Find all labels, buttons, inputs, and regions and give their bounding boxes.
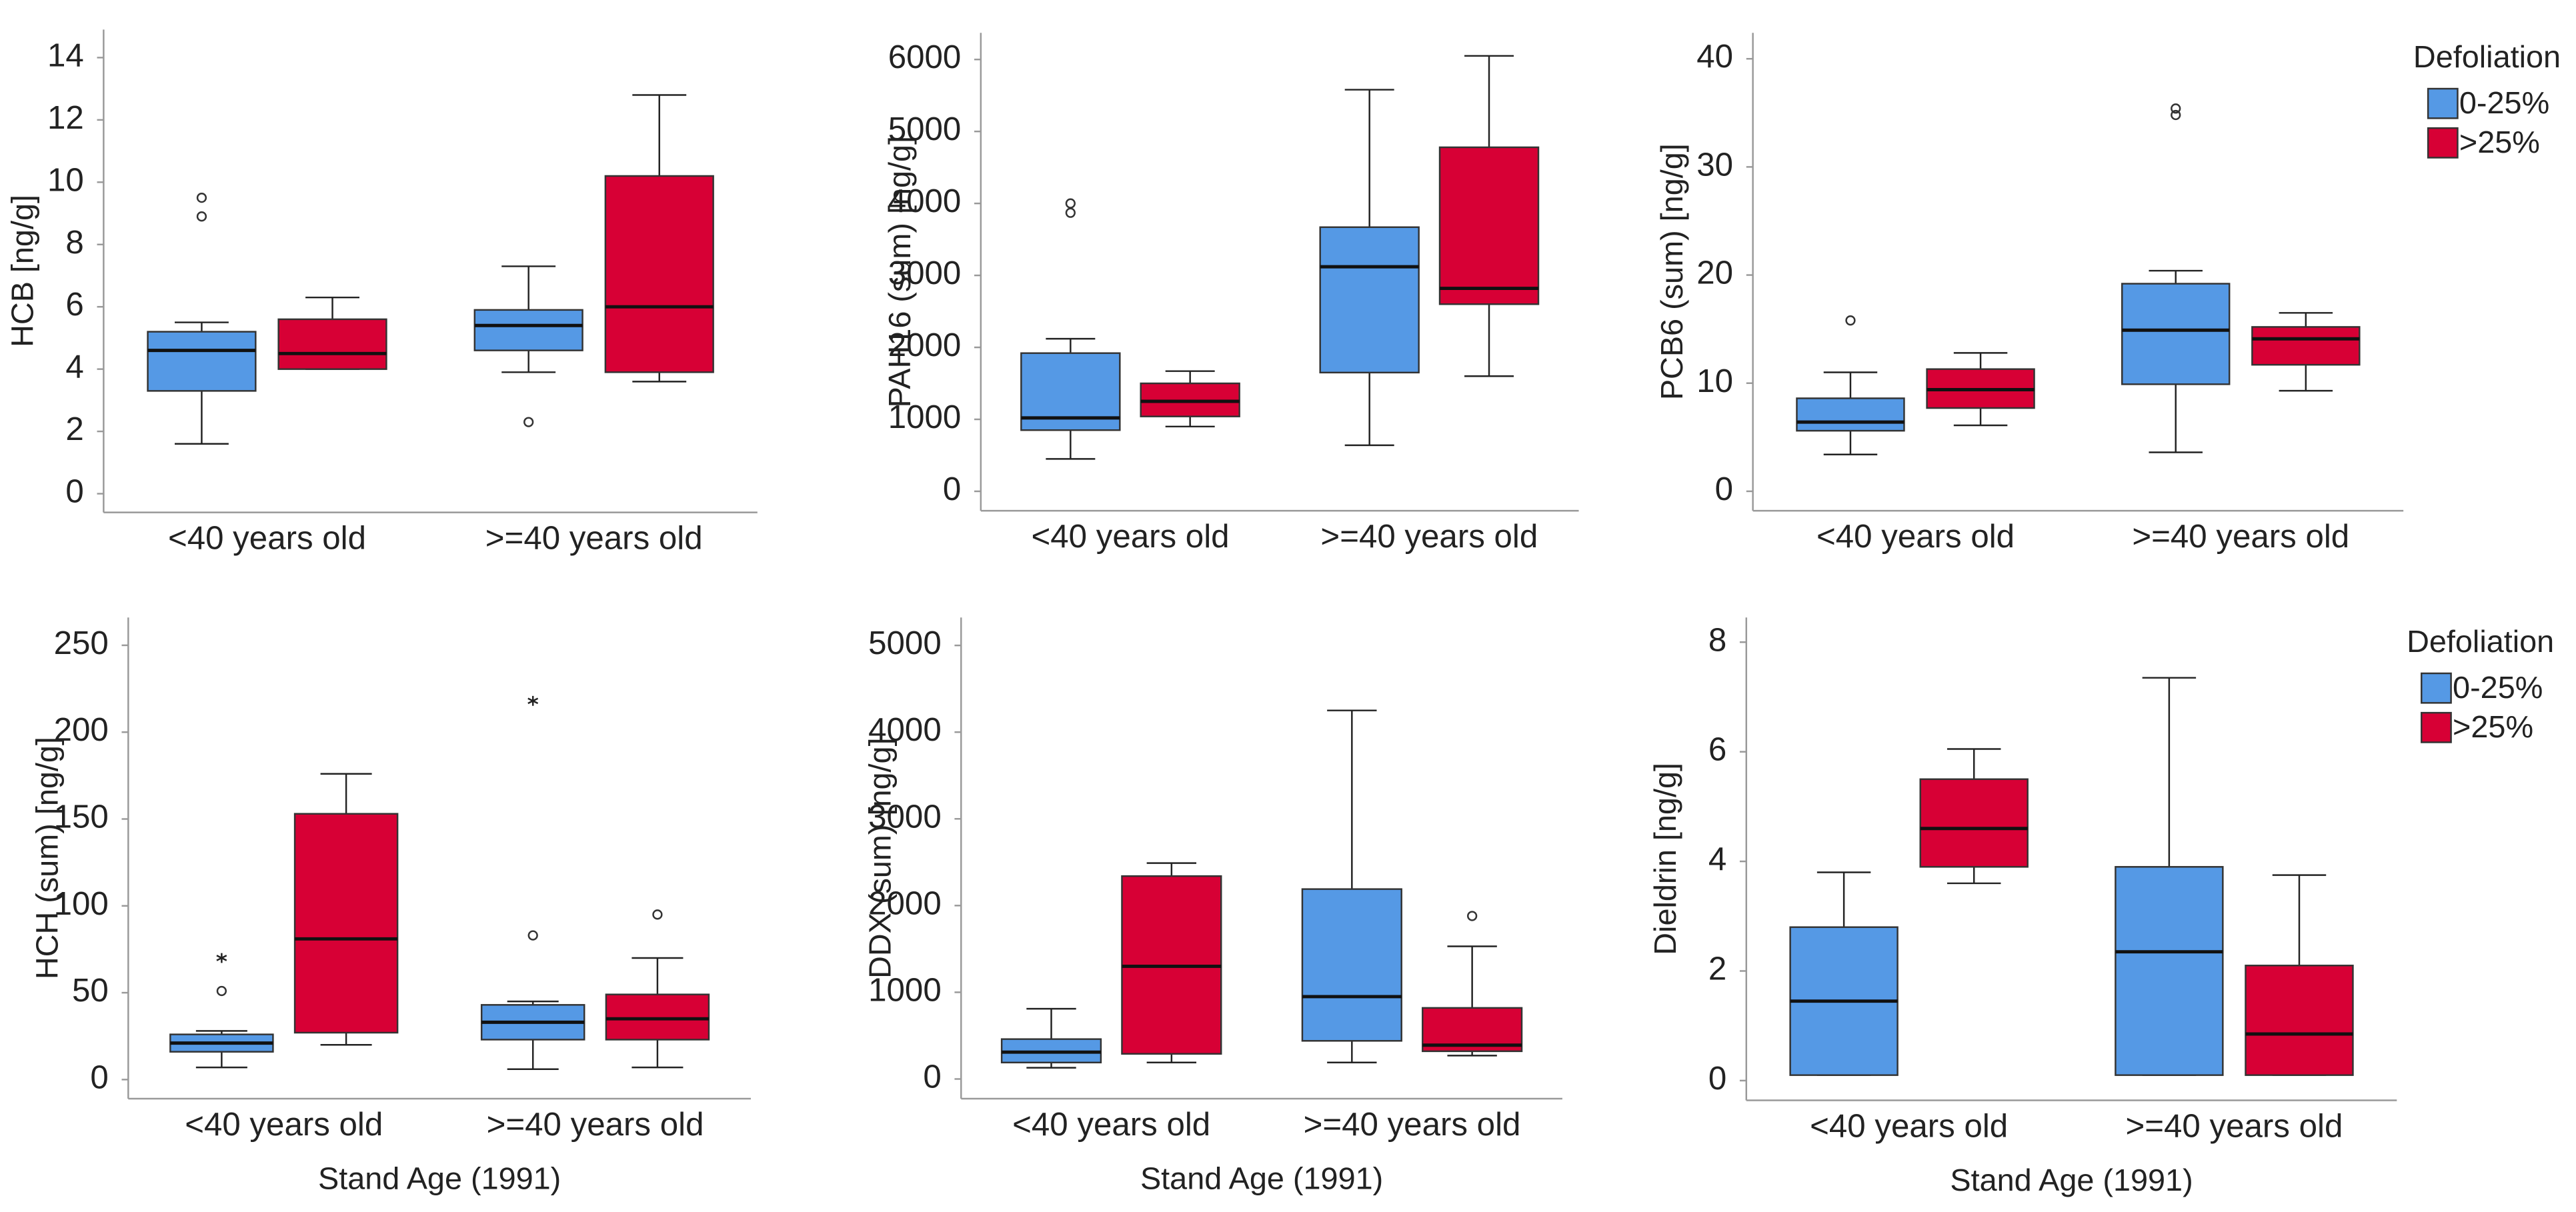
outlier [1065, 198, 1076, 209]
y-tick-label: 4 [65, 349, 83, 385]
y-tick-label: 3000 [888, 255, 962, 291]
x-axis-label: Stand Age (1991) [1140, 1161, 1383, 1196]
y-tick-label: 0 [943, 471, 961, 507]
box [2251, 326, 2361, 366]
y-tick-label: 4000 [868, 711, 942, 748]
y-tick-label: 2 [65, 411, 83, 447]
y-tick-label: 8 [1708, 621, 1726, 658]
x-tick-label: >=40 years old [485, 519, 703, 556]
x-axis-label: Stand Age (1991) [318, 1161, 561, 1196]
y-tick-label: 6 [65, 286, 83, 323]
box [1438, 146, 1540, 305]
y-tick-label: 2000 [888, 327, 962, 363]
x-tick-label: <40 years old [1810, 1107, 2008, 1144]
y-tick-label: 5000 [868, 625, 942, 661]
outlier [527, 930, 538, 941]
y-tick-label: 8 [65, 224, 83, 261]
box [2115, 866, 2224, 1076]
box [2245, 965, 2354, 1076]
y-tick-label: 5000 [888, 111, 962, 147]
x-tick-label: <40 years old [1031, 518, 1229, 555]
y-tick-label: 40 [1696, 38, 1733, 75]
y-tick-label: 4000 [888, 183, 962, 219]
box [473, 309, 583, 351]
legend-label: 0-25% [2453, 670, 2543, 705]
legend-title: Defoliation [2407, 624, 2554, 659]
box [1319, 226, 1420, 374]
legend-swatch [2427, 87, 2459, 119]
legend-swatch [2421, 711, 2452, 743]
outlier [652, 909, 663, 920]
y-tick-label: 0 [1708, 1060, 1726, 1097]
outlier [196, 211, 207, 222]
y-tick-label: 250 [54, 625, 109, 661]
y-axis-label: HCB [ng/g] [5, 195, 39, 347]
box [1796, 397, 1905, 432]
y-tick-label: 1000 [888, 399, 962, 435]
box [277, 318, 387, 370]
legend-label: >25% [2453, 709, 2533, 744]
x-tick-label: >=40 years old [1304, 1106, 1521, 1143]
y-tick-label: 12 [47, 99, 84, 136]
y-tick-label: 6 [1708, 731, 1726, 768]
outlier [1065, 207, 1076, 218]
legend-title: Defoliation [2413, 39, 2561, 74]
y-tick-label: 1000 [868, 971, 942, 1008]
legend-swatch [2421, 672, 2452, 704]
x-tick-label: >=40 years old [1320, 518, 1538, 555]
y-tick-label: 3000 [868, 798, 942, 835]
box [1301, 888, 1402, 1042]
y-tick-label: 0 [1715, 471, 1733, 507]
legend-swatch [2427, 127, 2459, 159]
y-axis-label: DDX (sum) [ng/g] [862, 737, 897, 978]
outlier [2171, 109, 2181, 121]
y-axis-label: HCH (sum) [ng/g] [29, 737, 64, 979]
y-tick-label: 14 [47, 37, 84, 73]
y-tick-label: 10 [1696, 363, 1733, 399]
x-tick-label: <40 years old [168, 519, 366, 556]
extreme [216, 953, 227, 963]
outlier [1845, 315, 1856, 326]
y-tick-label: 6000 [888, 39, 962, 75]
y-tick-label: 2000 [868, 885, 942, 921]
box [2121, 283, 2231, 385]
x-tick-label: >=40 years old [2126, 1107, 2343, 1144]
x-tick-label: <40 years old [1012, 1106, 1210, 1143]
x-axis-label: Stand Age (1991) [1950, 1163, 2193, 1197]
y-tick-label: 10 [47, 161, 84, 198]
outlier [196, 193, 207, 203]
y-tick-label: 0 [65, 473, 83, 510]
y-tick-label: 30 [1696, 146, 1733, 183]
legend-label: >25% [2459, 125, 2540, 159]
y-axis-label: PCB6 (sum) [ng/g] [1654, 143, 1689, 400]
y-tick-label: 20 [1696, 255, 1733, 291]
box [293, 813, 399, 1034]
x-tick-label: >=40 years old [487, 1106, 704, 1143]
y-tick-label: 2 [1708, 950, 1726, 987]
y-tick-label: 4 [1708, 841, 1726, 877]
outlier [523, 417, 534, 427]
y-axis-label: PAH16 (sum) [ng/g] [882, 136, 917, 407]
y-tick-label: 0 [90, 1059, 108, 1095]
x-tick-label: >=40 years old [2132, 518, 2349, 555]
box [147, 331, 257, 392]
box [1919, 778, 2029, 868]
y-axis-label: Dieldrin [ng/g] [1648, 763, 1682, 955]
box [604, 175, 714, 373]
outlier [1467, 911, 1478, 921]
extreme [527, 695, 539, 706]
outlier [216, 985, 227, 997]
box [605, 993, 710, 1041]
x-tick-label: <40 years old [185, 1106, 383, 1143]
y-tick-label: 200 [54, 711, 109, 748]
y-tick-label: 0 [923, 1059, 941, 1095]
y-tick-label: 150 [54, 799, 109, 835]
y-tick-label: 100 [54, 885, 109, 922]
y-tick-label: 50 [72, 972, 109, 1009]
outlier [2171, 103, 2181, 114]
legend-label: 0-25% [2459, 85, 2549, 120]
x-tick-label: <40 years old [1816, 518, 2015, 555]
